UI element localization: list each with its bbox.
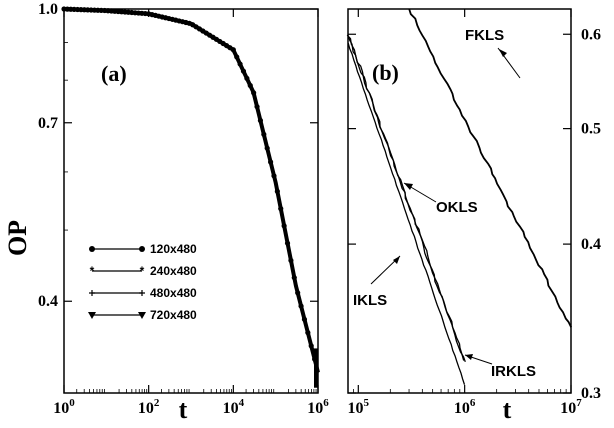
arrowhead-irkls: [465, 354, 473, 360]
legend-marker: [89, 246, 95, 252]
arrowhead-fkls: [499, 49, 507, 57]
panel-a-data-point: [257, 117, 264, 124]
legend-label: 120x480: [150, 242, 197, 256]
panel-a-data-point: [278, 206, 284, 212]
panel-b-y-tick-label: 0.6: [581, 26, 601, 43]
legend-marker: *: [140, 264, 145, 278]
panel-a-data-point: [295, 290, 301, 296]
panel-a: 0.4 0.7 1.0 100 102 104 106 (a) OP t 120x480 *…: [3, 1, 329, 424]
panel-a-y-ticks: 0.4 0.7 1.0: [38, 1, 318, 310]
panel-a-data-point: [301, 316, 308, 322]
arrowhead-okls: [404, 183, 413, 190]
legend-marker: [139, 290, 145, 296]
panel-a-data-point: [267, 159, 274, 165]
panel-a-data-point: [230, 47, 236, 53]
panel-b-x-tick-label: 107: [560, 397, 582, 417]
panel-b-x-tick-label: 106: [454, 397, 476, 417]
panel-a-x-ticks: 100 102 104 106: [53, 9, 329, 417]
panel-a-data-point: [234, 54, 240, 60]
legend-label: 720x480: [150, 308, 197, 322]
panel-b: 0.3 0.4 0.5 0.6 105 106 107 (b) t FKLS OKLS I…: [346, 8, 601, 424]
panel-a-data-point: [237, 61, 243, 67]
panel-a-x-tick-label: 100: [53, 397, 75, 417]
legend-marker: [89, 290, 95, 296]
panel-a-data-point: [291, 275, 297, 281]
panel-a-frame: [63, 8, 319, 394]
panel-a-data-point: [284, 240, 291, 246]
legend-label: 240x480: [150, 264, 197, 278]
panel-b-label: (b): [372, 60, 399, 85]
legend-marker: *: [90, 264, 95, 278]
panel-b-x-ticks: 105 106 107: [348, 9, 582, 417]
panel-a-data-point: [274, 188, 280, 194]
panel-a-x-tick-label: 104: [223, 397, 245, 417]
legend-label: 480x480: [150, 286, 197, 300]
panel-b-x-tick-label: 105: [348, 397, 370, 417]
panel-b-series-line: [347, 43, 466, 385]
legend: 120x480 * * 240x480 480x480 720x480: [88, 242, 197, 322]
legend-marker: [138, 312, 146, 319]
panel-a-data-point: [281, 223, 287, 229]
arrowhead-ikls: [393, 256, 400, 264]
panel-a-data-point: [271, 173, 277, 179]
annotation-irkls: IRKLS: [491, 363, 536, 380]
panel-b-x-axis-label: t: [503, 395, 512, 424]
panel-a-series: [61, 6, 320, 388]
panel-a-x-tick-label: 106: [307, 397, 329, 417]
panel-b-series: [346, 9, 573, 385]
panel-a-y-axis-label: OP: [3, 220, 32, 256]
panel-a-data-point: [261, 131, 267, 137]
annotation-fkls: FKLS: [465, 27, 504, 44]
legend-marker: [139, 246, 145, 252]
panel-a-y-tick-label: 0.4: [38, 293, 58, 310]
panel-a-data-point: [288, 257, 294, 264]
panel-a-y-tick-label: 1.0: [38, 1, 58, 18]
panel-a-x-tick-label: 102: [138, 397, 160, 417]
panel-b-series-line: [347, 34, 466, 363]
annotation-ikls: IKLS: [353, 292, 387, 309]
panel-a-data-point: [308, 343, 314, 349]
panel-b-y-tick-label: 0.3: [581, 385, 601, 402]
panel-b-y-tick-label: 0.4: [581, 236, 601, 253]
legend-marker: [88, 312, 96, 319]
panel-a-label: (a): [101, 61, 127, 86]
annotation-okls: OKLS: [436, 199, 478, 216]
panel-a-x-axis-label: t: [179, 395, 188, 424]
panel-a-data-point: [251, 90, 257, 96]
panel-a-data-point: [254, 104, 260, 110]
panel-a-data-point: [298, 303, 304, 309]
panel-b-y-tick-label: 0.5: [581, 121, 601, 138]
panel-a-y-tick-label: 0.7: [38, 115, 58, 132]
panel-b-series-line: [408, 9, 573, 328]
panel-a-data-point: [244, 75, 250, 81]
panel-a-data-point: [247, 82, 253, 89]
panel-a-data-point: [240, 68, 247, 74]
panel-a-data-point: [264, 145, 270, 151]
panel-a-data-point: [305, 330, 311, 336]
panel-b-y-ticks: 0.3 0.4 0.5 0.6: [348, 26, 601, 402]
